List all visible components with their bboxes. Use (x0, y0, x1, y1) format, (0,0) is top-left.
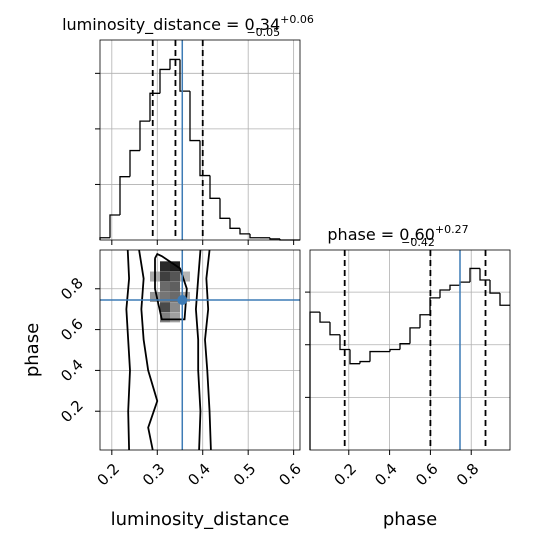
x-axis-label: phase (383, 509, 437, 530)
histogram-step (269, 237, 280, 240)
density-cell (170, 261, 180, 272)
title-lower: −0.05 (246, 26, 280, 39)
contour-line (204, 249, 212, 451)
title-main: luminosity_distance = 0.34 (62, 15, 280, 35)
panel-title: phase = 0.60+0.27 −0.42 (327, 223, 468, 249)
histogram-step (229, 218, 240, 229)
histogram-step (389, 348, 400, 352)
contour-line (138, 249, 159, 451)
panel-title: luminosity_distance = 0.34+0.06 −0.05 (62, 13, 314, 39)
histogram-step (209, 175, 220, 199)
contour-line (154, 252, 188, 321)
density-cell (170, 302, 180, 313)
contour-line (195, 249, 202, 451)
title-upper: +0.27 (435, 223, 469, 236)
title-main: phase = 0.60 (327, 225, 434, 244)
histogram-step (179, 59, 190, 92)
histogram-step (439, 289, 450, 298)
histogram-step (159, 68, 170, 94)
histogram-step (329, 322, 340, 336)
histogram-step (489, 280, 500, 294)
panel-frame (99, 249, 301, 451)
histogram-step (479, 268, 490, 281)
histogram-step (199, 140, 210, 177)
density-cell (150, 291, 160, 302)
density-cell (170, 271, 180, 282)
x-axis-label: luminosity_distance (111, 509, 290, 530)
histogram-step (119, 176, 130, 215)
histogram-step (399, 343, 410, 350)
histogram-step (349, 349, 360, 365)
title-lower: −0.42 (401, 236, 435, 249)
density-cell (160, 281, 170, 292)
density-cell (160, 291, 170, 302)
histogram-step (149, 92, 160, 122)
density-cell (180, 271, 190, 282)
histogram-step (169, 58, 180, 70)
histogram-step (319, 312, 330, 323)
density-cell (160, 271, 170, 282)
histogram-step (139, 120, 150, 151)
density-cell (160, 302, 170, 313)
title-upper: +0.06 (280, 13, 314, 26)
histogram-step (369, 350, 380, 362)
density-cell (170, 291, 180, 302)
histogram-step (449, 284, 460, 290)
histogram-step (409, 327, 420, 344)
contour-line (125, 249, 131, 451)
density-cell (170, 281, 180, 292)
panel-frame (99, 39, 301, 241)
histogram-step (359, 360, 370, 364)
y-axis-label: phase (22, 323, 43, 377)
histogram-step (189, 91, 200, 142)
histogram-step (239, 228, 250, 235)
histogram-step (129, 149, 140, 177)
histogram-step (109, 214, 120, 238)
density-cell (170, 312, 180, 323)
histogram-step (499, 293, 510, 306)
panel-frame (309, 249, 511, 451)
density-cell (160, 312, 170, 323)
histogram-step (469, 267, 480, 283)
histogram-step (429, 297, 440, 315)
density-cell (160, 261, 170, 272)
histogram-step (249, 233, 260, 239)
histogram-step (219, 198, 230, 219)
truth-point (177, 295, 188, 305)
histogram-step (339, 334, 350, 351)
histogram-step (419, 314, 430, 328)
